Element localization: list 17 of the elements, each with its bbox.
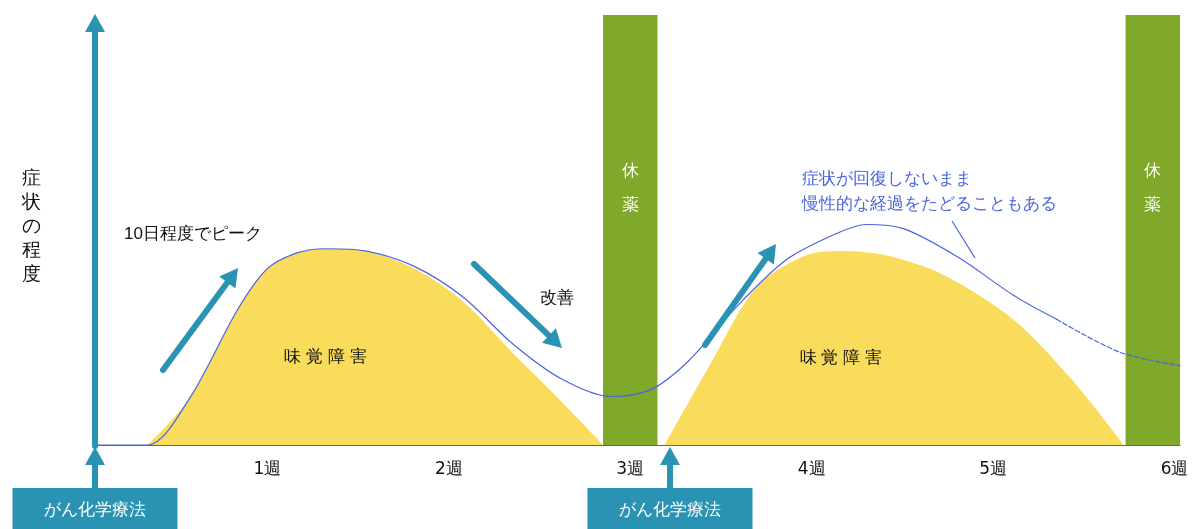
series-label: 味 覚 障 害	[799, 348, 882, 368]
text: がん化学療法	[44, 499, 146, 519]
series-label: 味 覚 障 害	[284, 347, 367, 367]
x-tick-label: 1週	[253, 457, 282, 478]
band-label: 休薬	[1144, 160, 1162, 214]
x-tick-label: 4週	[797, 457, 826, 478]
annotation: 改善	[540, 287, 574, 307]
text: 症状が回復しないまま	[802, 168, 972, 188]
x-tick-label: 5週	[979, 457, 1008, 478]
x-tick-label: 2週	[434, 457, 463, 478]
text: がん化学療法	[619, 499, 721, 519]
x-tick-label: 6週	[1160, 457, 1189, 478]
text: 慢性的な経過をたどることもある	[801, 193, 1057, 213]
x-tick-label: 3週	[616, 457, 645, 478]
band-label: 休薬	[621, 160, 639, 214]
y-axis-title: 症状の程度	[21, 166, 41, 284]
annotation: 10日程度でピーク	[124, 223, 262, 243]
